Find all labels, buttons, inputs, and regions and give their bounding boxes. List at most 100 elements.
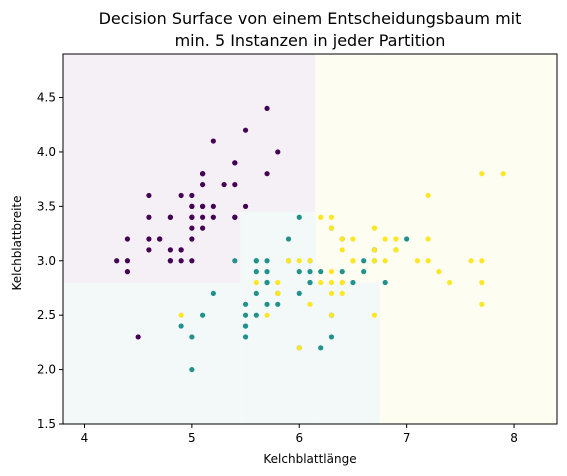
point-class1-0 (404, 236, 410, 242)
point-class2-30 (447, 279, 453, 286)
point-class1-4 (350, 279, 356, 286)
decision-region-class2-4 (379, 54, 557, 424)
point-class1-31 (242, 323, 249, 329)
point-class0-6 (146, 214, 152, 220)
point-class2-43 (382, 236, 388, 242)
point-class1-23 (307, 279, 313, 286)
point-class2-35 (479, 258, 485, 264)
point-class1-48 (200, 312, 206, 318)
point-class0-15 (264, 105, 270, 112)
point-class1-26 (382, 279, 388, 286)
point-class1-14 (253, 269, 259, 275)
y-tick-label-2: 2.5 (37, 308, 56, 322)
point-class2-46 (328, 312, 335, 318)
plot-frame (62, 53, 558, 425)
decision-region-class1-2 (240, 211, 316, 424)
point-class0-41 (135, 334, 141, 340)
point-class1-35 (296, 214, 302, 220)
point-class0-32 (210, 138, 216, 144)
point-class0-21 (200, 181, 206, 188)
point-class1-33 (296, 290, 302, 297)
point-class0-29 (157, 236, 163, 242)
point-class0-10 (232, 181, 238, 188)
point-class1-20 (285, 236, 292, 242)
point-class0-34 (178, 247, 184, 253)
point-class2-5 (468, 258, 474, 264)
point-class2-19 (296, 345, 302, 351)
point-class0-16 (232, 160, 238, 166)
point-class1-8 (361, 269, 367, 275)
point-class1-42 (275, 301, 281, 307)
point-class2-48 (318, 214, 324, 220)
point-class0-48 (221, 181, 227, 188)
decision-region-class1-1 (63, 282, 241, 424)
point-class2-21 (253, 279, 259, 286)
point-class0-36 (242, 203, 249, 209)
point-class0-22 (146, 192, 152, 199)
point-class2-34 (307, 301, 313, 307)
point-class2-44 (371, 225, 378, 231)
point-class0-30 (167, 247, 173, 253)
point-class0-25 (189, 258, 195, 264)
point-class2-0 (328, 225, 335, 231)
point-class2-49 (285, 258, 292, 264)
point-class1-24 (339, 269, 345, 275)
point-class0-1 (178, 258, 184, 264)
point-class1-47 (318, 269, 324, 275)
decision-region-class1-3 (315, 282, 380, 424)
x-axis-ticks: 4 5 6 7 8 (81, 424, 518, 445)
point-class1-10 (189, 366, 195, 373)
y-tick-label-0: 1.5 (37, 417, 56, 431)
point-class2-41 (393, 247, 399, 253)
point-class1-13 (307, 269, 313, 275)
y-tick-label-1: 2.0 (37, 363, 56, 377)
y-axis-label: Kelchblattbreite (10, 196, 24, 291)
point-class2-9 (425, 192, 431, 199)
point-class1-3 (242, 334, 249, 340)
decision-regions (63, 54, 557, 424)
point-class2-2 (414, 258, 420, 264)
point-class0-49 (189, 225, 195, 231)
point-class0-35 (189, 236, 195, 242)
point-class0-26 (189, 214, 195, 220)
point-class2-6 (178, 312, 184, 318)
point-class1-7 (178, 323, 184, 329)
point-class2-22 (479, 279, 485, 286)
point-class2-17 (479, 171, 485, 177)
y-tick-label-6: 4.5 (37, 91, 56, 105)
point-class0-38 (124, 258, 131, 264)
point-class1-37 (328, 334, 335, 340)
x-axis-label: Kelchblattlänge (263, 452, 356, 466)
point-class2-15 (339, 236, 345, 242)
x-tick-label-2: 6 (295, 431, 303, 445)
point-class0-37 (178, 192, 184, 199)
point-class1-39 (242, 312, 249, 318)
point-class0-39 (200, 214, 206, 220)
x-tick-label-1: 5 (188, 431, 196, 445)
y-tick-label-3: 3.0 (37, 254, 56, 268)
point-class2-8 (371, 312, 378, 318)
y-axis-ticks: 1.5 2.0 2.5 3.0 3.5 4.0 4.5 (37, 91, 63, 431)
y-tick-label-4: 3.5 (37, 199, 56, 213)
point-class0-8 (124, 269, 131, 275)
x-tick-label-3: 7 (403, 431, 411, 445)
point-class0-14 (275, 149, 281, 155)
point-class1-9 (210, 290, 216, 297)
point-class1-18 (318, 345, 324, 351)
point-class0-28 (210, 214, 216, 220)
point-class2-29 (425, 258, 431, 264)
point-class2-40 (371, 247, 378, 253)
point-class0-42 (124, 236, 131, 242)
point-class1-43 (189, 334, 195, 340)
point-class1-49 (264, 279, 270, 286)
point-class2-14 (275, 279, 281, 286)
point-class1-28 (296, 269, 302, 275)
point-class0-3 (146, 247, 152, 253)
chart-title-line-1: Decision Surface von einem Entscheidungs… (99, 9, 522, 28)
point-class0-13 (114, 258, 120, 264)
point-class0-18 (264, 171, 270, 177)
point-class1-45 (264, 258, 270, 264)
point-class0-23 (200, 225, 206, 231)
point-class1-29 (264, 301, 270, 307)
